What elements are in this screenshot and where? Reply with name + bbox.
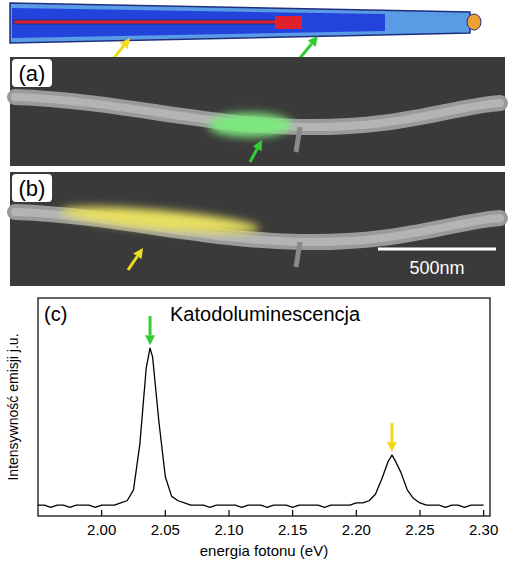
peak-arrow <box>387 423 397 452</box>
peak-arrow-head <box>387 442 397 452</box>
peak-arrow <box>145 316 155 345</box>
branch <box>296 242 300 267</box>
yellow-arrow-head <box>133 248 143 259</box>
x-tick-label: 2.25 <box>405 521 434 538</box>
green-arrow <box>250 140 262 162</box>
label-box <box>12 59 52 87</box>
panel-label: (b) <box>19 176 46 201</box>
y-axis-title: Intensywność emisji j.u. <box>5 333 21 480</box>
green-arrow-shaft <box>250 149 257 162</box>
yellow-arrow-shaft <box>128 256 137 270</box>
scale-bar-label: 500nm <box>409 258 464 278</box>
image-background <box>10 172 505 286</box>
chart-title: Katodoluminescencja <box>170 303 361 325</box>
core <box>12 8 385 38</box>
x-tick-label: 2.20 <box>342 521 371 538</box>
x-tick <box>292 510 293 516</box>
green-emission <box>208 113 292 137</box>
x-tick <box>483 510 484 516</box>
red-block <box>275 16 302 29</box>
green-arrow-head <box>308 36 318 47</box>
panel-label: (c) <box>44 303 67 325</box>
green-arrow <box>300 36 318 58</box>
peak-arrow-shaft <box>149 316 152 335</box>
x-tick-label: 2.30 <box>469 521 498 538</box>
green-arrow-head <box>253 140 262 151</box>
x-tick <box>356 510 357 516</box>
yellow-emission <box>60 201 261 238</box>
red-line <box>14 20 276 24</box>
x-tick-label: 2.10 <box>214 521 243 538</box>
nanowire-schematic <box>10 3 481 58</box>
yellow-arrow <box>114 38 130 58</box>
green-arrow-shaft <box>300 44 312 58</box>
x-tick-label: 2.15 <box>278 521 307 538</box>
x-tick <box>228 510 229 516</box>
x-tick <box>165 510 166 516</box>
yellow-arrow-head <box>120 38 130 49</box>
peak-arrow-head <box>145 335 155 345</box>
plot-frame <box>38 298 490 516</box>
branch <box>296 127 300 152</box>
peak-arrow-shaft <box>390 423 393 442</box>
yellow-arrow-shaft <box>114 46 124 58</box>
spectrum-line <box>38 348 484 507</box>
x-tick <box>419 510 420 516</box>
image-background <box>10 57 505 166</box>
label-box <box>12 174 52 202</box>
cap <box>467 14 481 30</box>
plot-area <box>38 348 484 507</box>
image-panel: (a) <box>10 57 505 166</box>
image-panel: (b) 500nm <box>10 172 505 286</box>
panel-label: (a) <box>19 61 46 86</box>
x-tick <box>101 510 102 516</box>
scale-bar <box>378 248 496 251</box>
figure: (a) (b) 500nm 2.00 2.05 2.10 2.15 2.20 2.25 2.30 (… <box>0 0 521 565</box>
x-axis-title: energia fotonu (eV) <box>200 542 328 559</box>
spectrum-chart: 2.00 2.05 2.10 2.15 2.20 2.25 2.30 (c) Katodolum… <box>5 298 498 559</box>
x-tick-label: 2.05 <box>151 521 180 538</box>
shell <box>10 3 470 43</box>
yellow-arrow <box>128 248 143 270</box>
x-tick-label: 2.00 <box>87 521 116 538</box>
